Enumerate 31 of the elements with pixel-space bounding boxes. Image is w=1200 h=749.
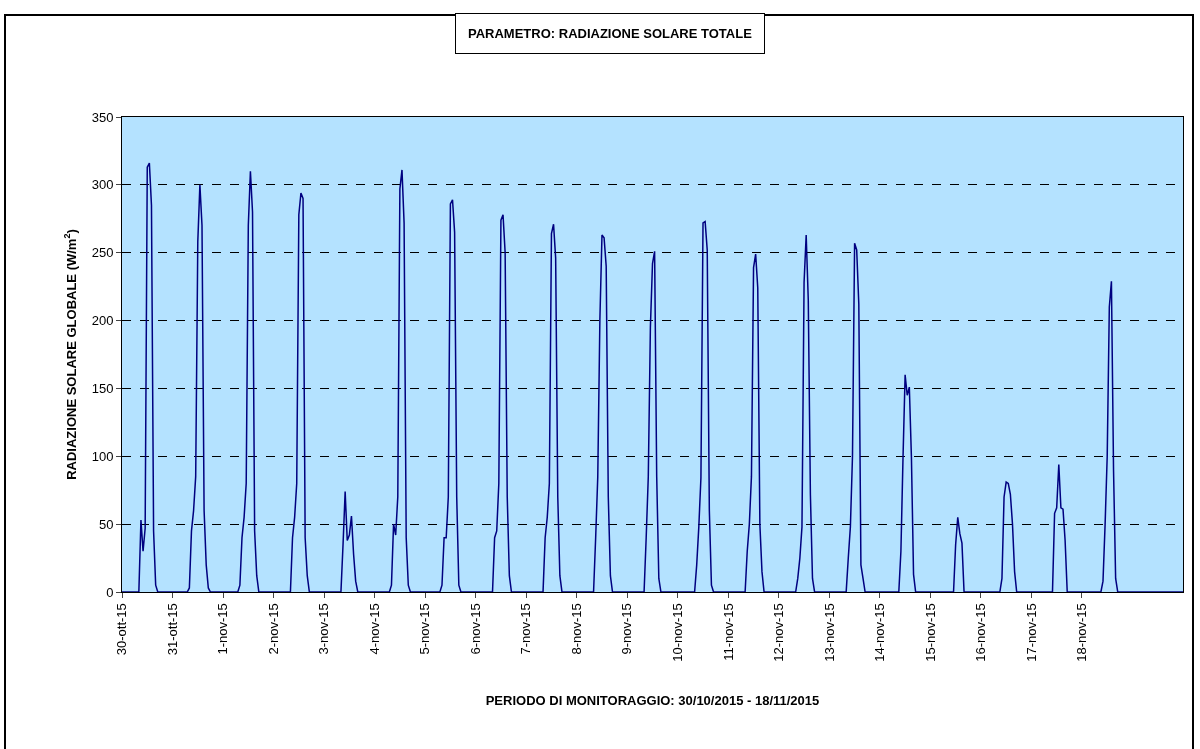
x-tick-label: 15-nov-15 (922, 603, 938, 662)
x-tick-label: 12-nov-15 (771, 603, 787, 662)
y-tick-label: 200 (91, 313, 114, 329)
y-tick-label: 0 (106, 584, 114, 600)
y-tick-label: 350 (91, 109, 114, 125)
x-tick-label: 1-nov-15 (215, 603, 231, 655)
line-series (122, 162, 1183, 592)
chart-title: PARAMETRO: RADIAZIONE SOLARE TOTALE (468, 26, 753, 41)
x-tick-label: 13-nov-15 (821, 603, 837, 662)
x-tick-label: 11-nov-15 (720, 603, 736, 661)
y-tick-label: 250 (91, 245, 114, 261)
y-tick-label: 50 (98, 516, 114, 532)
x-tick-label: 3-nov-15 (316, 603, 332, 655)
x-tick-label: 18-nov-15 (1074, 603, 1090, 662)
x-axis-title: PERIODO DI MONITORAGGIO: 30/10/2015 - 18/11/2015 (485, 693, 820, 709)
y-tick-label: 150 (91, 380, 114, 396)
x-tick-label: 5-nov-15 (417, 603, 433, 655)
x-tick-label: 2-nov-15 (265, 603, 281, 655)
x-tick-label: 9-nov-15 (619, 603, 635, 655)
x-tick-label: 17-nov-15 (1023, 603, 1039, 662)
x-tick-label: 30-ott-15 (114, 603, 130, 656)
y-tick-label: 300 (91, 177, 114, 193)
x-tick-label: 4-nov-15 (366, 603, 382, 655)
x-tick-label: 16-nov-15 (973, 603, 989, 662)
x-tick-label: 14-nov-15 (872, 603, 888, 662)
x-tick-label: 7-nov-15 (518, 603, 534, 655)
x-tick-label: 8-nov-15 (568, 603, 584, 655)
x-tick-label: 31-ott-15 (164, 603, 180, 656)
x-tick-label: 10-nov-15 (669, 603, 685, 662)
x-tick-label: 6-nov-15 (467, 603, 483, 655)
y-tick-label: 100 (91, 448, 114, 464)
